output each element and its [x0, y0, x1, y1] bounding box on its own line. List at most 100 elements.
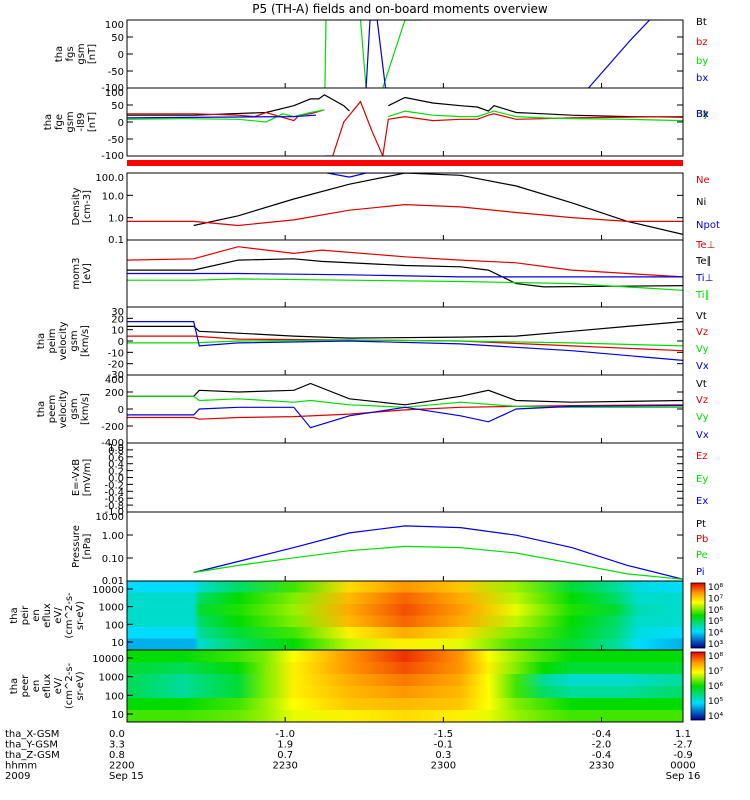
series-line-4	[127, 321, 683, 361]
axis-row-value: 0.3	[435, 750, 451, 761]
colorbar-tick-label: 10⁶	[708, 606, 723, 616]
y-axis-label-line: velocity	[58, 389, 69, 428]
y-axis-label-line: [eV]	[82, 263, 93, 284]
y-tick-label: -100	[101, 83, 124, 94]
y-tick-label: -30	[108, 370, 124, 381]
legend-entry: Ey	[696, 474, 708, 485]
y-tick-label: 100	[105, 620, 124, 631]
y-axis-label: thapeirenefluxeV/(cm^2-s-sr-eV)	[9, 592, 86, 639]
y-tick-label: 0	[118, 337, 124, 348]
y-axis-label-line: peem	[47, 395, 58, 423]
y-axis-label: thafgsgsm[nT]	[54, 43, 98, 64]
y-tick-label: 50	[111, 101, 124, 112]
series-line-2	[388, 96, 683, 118]
axis-row-value: 2330	[589, 761, 614, 772]
axis-row-label: tha_Z-GSM	[5, 750, 60, 761]
y-axis-label-line: tha	[54, 46, 65, 62]
colorbar-tick-label: 10³	[708, 640, 723, 650]
y-axis-label-line: gsm	[65, 111, 76, 132]
legend-entry: Pt	[696, 519, 706, 530]
series-line-6	[388, 110, 683, 122]
y-axis-label-line: [nT]	[87, 44, 98, 64]
axis-row-value: -0.1	[434, 740, 454, 751]
y-axis-label-line: fgs	[65, 46, 76, 61]
y-axis-label: Pressure[nPa]	[71, 525, 93, 568]
y-axis-label-line: Pressure	[71, 525, 82, 568]
axis-row-value: -2.0	[592, 740, 612, 751]
y-tick-label: 50	[111, 33, 124, 44]
colorbar-tick-label: 10⁴	[708, 712, 723, 722]
colorbar-tick-label: 10⁸	[708, 583, 723, 593]
y-axis-label-line: -l89	[76, 112, 87, 131]
y-axis-label-line: eV/	[53, 677, 64, 694]
y-tick-label: 100.0	[95, 173, 124, 184]
y-axis-label-line: velocity	[58, 321, 69, 360]
axis-row-value: 2300	[431, 761, 456, 772]
colorbar-tick-label: 10⁵	[708, 697, 723, 707]
series-line-3	[127, 272, 683, 278]
y-axis-label: thapeerenefluxeV/(cm^2-s-sr-eV)	[9, 662, 86, 709]
axis-table: tha_X-GSM 0.0 -1.0 -1.5 -0.4 1.1 tha_Y-GSM 3.3 1…	[5, 729, 700, 782]
y-axis-label-line: [cm-3]	[82, 190, 93, 223]
legend-entry: Ti⊥	[695, 273, 713, 284]
y-axis-label-line: (cm^2-s-	[64, 592, 75, 639]
y-tick-label: 1000	[99, 673, 124, 684]
y-tick-label: 0.0	[108, 474, 124, 485]
series-line-1	[127, 321, 683, 339]
axis-row-label: tha_Y-GSM	[5, 740, 58, 751]
series-group	[127, 321, 683, 361]
heatmap-row	[127, 650, 683, 663]
axis-row-label: tha_X-GSM	[5, 729, 59, 740]
y-tick-label: 10.0	[102, 191, 124, 202]
y-tick-label: 1000	[99, 603, 124, 614]
series-line-4	[324, 100, 683, 156]
legend-entry: Vy	[696, 344, 709, 355]
y-axis-label-line: tha	[36, 333, 47, 349]
series-line-2	[365, 20, 389, 88]
y-tick-label: -0.4	[104, 487, 124, 498]
y-tick-label: 0	[118, 118, 124, 129]
legend-entry: bz	[696, 37, 708, 48]
y-tick-label: 20	[111, 314, 124, 325]
panels: 100500-50-100Btbzbybxthafgsgsm[nT]100500…	[9, 17, 723, 723]
axis-row-value: 2200	[109, 761, 134, 772]
axis-row-value: 3.3	[109, 740, 125, 751]
series-line-4	[127, 405, 683, 429]
y-tick-label: -1.0	[104, 507, 124, 518]
y-axis-label: E=-VxB[mV/m]	[71, 459, 93, 497]
data-gap-marker	[127, 160, 683, 166]
y-axis-label-line: sr-eV)	[75, 601, 86, 630]
legend-entry: Bx	[696, 109, 709, 120]
legend-entry: by	[696, 56, 708, 67]
y-tick-label: -200	[101, 422, 124, 433]
y-tick-label: 100	[105, 691, 124, 702]
y-tick-label: 100	[105, 88, 124, 99]
panel-7: 1.00.80.60.40.20.0-0.2-0.4-0.6-0.8-1.0 Ez…	[71, 442, 708, 518]
y-axis-label-line: peim	[47, 328, 58, 353]
y-tick-label: 10.00	[95, 512, 124, 523]
y-tick-label: -100	[101, 151, 124, 162]
legend-entry: By	[696, 109, 709, 120]
y-tick-label: 10	[111, 638, 124, 649]
series-group	[127, 382, 683, 429]
y-tick-label: 10	[111, 710, 124, 721]
heatmap-row	[127, 604, 683, 616]
heatmap-row	[127, 674, 683, 687]
panel-3: 100.0 10.0 1.0 0.1 Ne Ni Npot Density[cm-3]	[71, 172, 720, 246]
y-tick-label: 0.01	[102, 576, 124, 587]
y-axis-label-line: tha	[36, 401, 47, 417]
y-tick-label: -50	[108, 67, 124, 78]
y-axis-label: mom3[eV]	[71, 258, 93, 290]
heatmap-row	[127, 592, 683, 605]
axis-row-value: Sep 15	[109, 771, 144, 782]
series-line-1	[127, 382, 683, 406]
y-tick-label: 100	[105, 20, 124, 31]
y-axis-label-line: eflux	[42, 603, 53, 628]
y-tick-label: 200	[105, 388, 124, 399]
heatmap-row	[127, 627, 683, 639]
y-axis-label-line: peir	[20, 605, 31, 625]
legend-entry: Vx	[696, 361, 709, 372]
legend-entry: Pi	[696, 567, 705, 578]
legend-entry: Ex	[696, 496, 708, 507]
